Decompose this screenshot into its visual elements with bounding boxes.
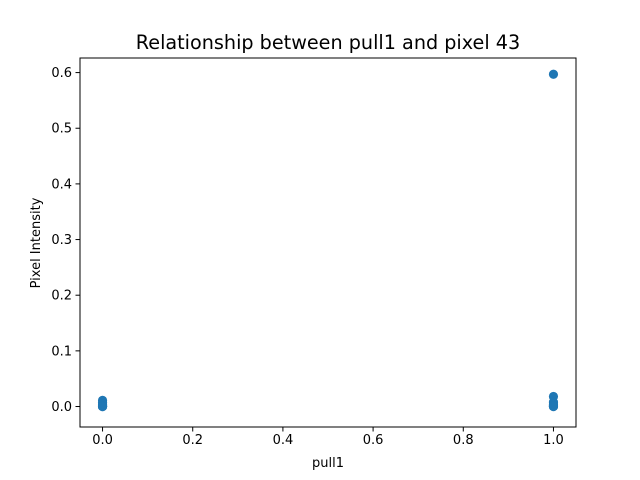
x-tick-label: 0.0: [92, 433, 113, 448]
y-axis: 0.0 0.1 0.2 0.3 0.4 0.5 0.6: [51, 66, 80, 415]
x-axis-label: pull1: [312, 456, 344, 471]
plot-area: [79, 57, 577, 428]
y-tick-label: 0.3: [51, 233, 72, 248]
x-tick-label: 0.4: [273, 433, 294, 448]
data-point: [548, 401, 559, 412]
data-points: [97, 69, 559, 412]
data-point: [548, 69, 559, 79]
data-point: [97, 401, 108, 412]
y-tick-label: 0.2: [51, 289, 72, 304]
y-tick-label: 0.1: [51, 344, 72, 359]
x-tick-label: 0.6: [363, 433, 384, 448]
plot-frame: [79, 57, 577, 428]
x-axis: 0.0 0.2 0.4 0.6 0.8 1.0: [92, 427, 564, 448]
x-tick-label: 1.0: [543, 433, 564, 448]
x-tick-label: 0.8: [453, 433, 474, 448]
y-tick-label: 0.4: [51, 177, 72, 192]
y-tick-label: 0.5: [51, 122, 72, 137]
y-axis-label: Pixel Intensity: [29, 197, 44, 288]
y-tick-label: 0.0: [51, 400, 72, 415]
y-tick-label: 0.6: [51, 66, 72, 81]
x-tick-label: 0.2: [182, 433, 203, 448]
chart-title: Relationship between pull1 and pixel 43: [136, 31, 520, 54]
